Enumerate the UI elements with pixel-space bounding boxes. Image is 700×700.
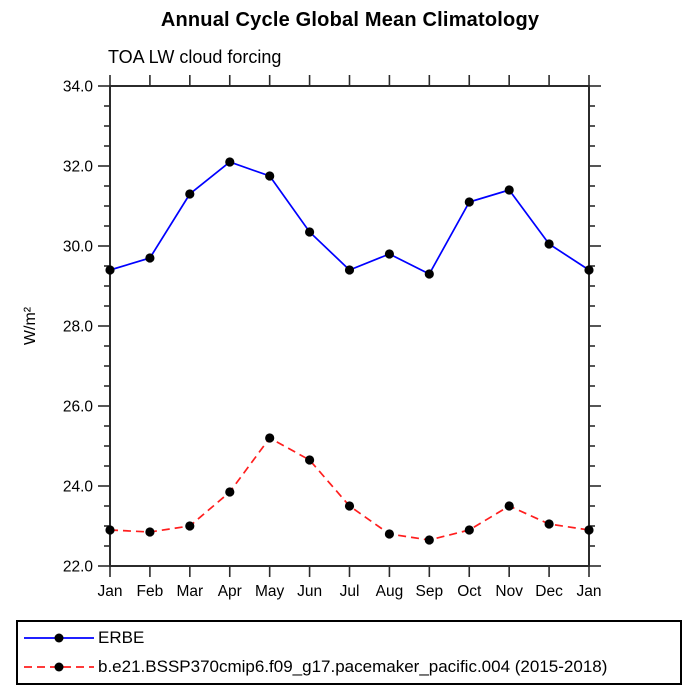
svg-text:Nov: Nov <box>495 583 523 600</box>
svg-text:Jan: Jan <box>98 583 123 600</box>
svg-text:Mar: Mar <box>176 583 203 600</box>
svg-text:Aug: Aug <box>376 583 404 600</box>
svg-text:28.0: 28.0 <box>63 319 94 336</box>
svg-text:26.0: 26.0 <box>63 399 94 416</box>
svg-text:Feb: Feb <box>137 583 164 600</box>
svg-text:Sep: Sep <box>416 583 444 600</box>
svg-text:22.0: 22.0 <box>63 559 94 576</box>
y-axis-ticks <box>98 85 601 567</box>
svg-text:24.0: 24.0 <box>63 479 94 496</box>
x-axis-ticks <box>109 75 590 577</box>
svg-text:Jul: Jul <box>340 583 360 600</box>
svg-text:Apr: Apr <box>218 583 242 600</box>
legend-label-erbe: ERBE <box>98 628 145 647</box>
svg-text:Dec: Dec <box>535 583 563 600</box>
series-model <box>105 433 594 545</box>
chart-subtitle: TOA LW cloud forcing <box>108 47 282 67</box>
svg-text:Oct: Oct <box>457 583 482 600</box>
chart-title: Annual Cycle Global Mean Climatology <box>160 9 540 31</box>
svg-text:Jun: Jun <box>297 583 322 600</box>
legend: ERBE b.e21.BSSP370cmip6.f09_g17.pacemake… <box>16 620 682 685</box>
plot-area: 22.0 24.0 26.0 28.0 30.0 32.0 34.0 Jan Feb Mar Apr… <box>63 75 602 600</box>
x-axis-tick-labels: Jan Feb Mar Apr May Jun Jul Aug Sep Oct Nov Dec Jan <box>98 583 602 600</box>
legend-row-erbe: ERBE <box>21 625 680 651</box>
legend-label-model: b.e21.BSSP370cmip6.f09_g17.pacemaker_pac… <box>98 657 608 676</box>
svg-text:34.0: 34.0 <box>63 79 94 96</box>
y-axis-tick-labels: 22.0 24.0 26.0 28.0 30.0 32.0 34.0 <box>63 79 94 576</box>
svg-text:May: May <box>255 583 285 600</box>
legend-line-sample-model <box>24 662 94 672</box>
svg-text:32.0: 32.0 <box>63 159 94 176</box>
legend-row-model: b.e21.BSSP370cmip6.f09_g17.pacemaker_pac… <box>21 654 680 680</box>
svg-text:Jan: Jan <box>577 583 602 600</box>
legend-line-sample-erbe <box>24 633 94 643</box>
svg-text:30.0: 30.0 <box>63 239 94 256</box>
series-erbe <box>105 157 594 279</box>
axis-box <box>109 85 590 567</box>
